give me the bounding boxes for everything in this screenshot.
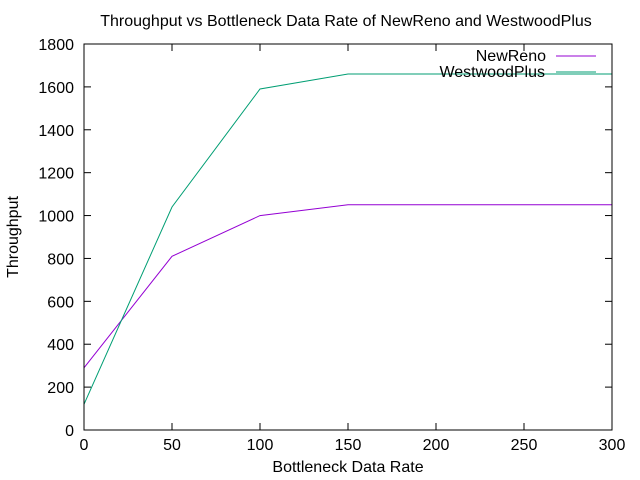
y-tick-label: 0 (65, 423, 74, 440)
y-tick-label: 400 (47, 337, 74, 354)
x-tick-label: 100 (247, 437, 274, 454)
y-axis: 0 200 400 600 800 1000 1200 1400 1600 1800 (38, 37, 612, 440)
y-tick-label: 1000 (38, 209, 74, 226)
legend-label-westwoodplus: WestwoodPlus (439, 64, 545, 81)
legend-label-newreno: NewReno (476, 48, 546, 65)
x-tick-label: 250 (511, 437, 538, 454)
y-axis-label: Throughput (5, 196, 22, 278)
x-axis-label: Bottleneck Data Rate (272, 459, 423, 476)
y-tick-label: 1600 (38, 80, 74, 97)
x-tick-label: 0 (80, 437, 89, 454)
x-axis: 0 50 100 150 200 250 300 (80, 44, 626, 454)
x-tick-label: 50 (163, 437, 181, 454)
x-tick-label: 150 (335, 437, 362, 454)
y-tick-label: 1800 (38, 37, 74, 54)
series-line-newreno (83, 204, 612, 369)
y-tick-label: 200 (47, 380, 74, 397)
x-tick-label: 200 (423, 437, 450, 454)
y-tick-label: 1200 (38, 166, 74, 183)
y-tick-label: 800 (47, 251, 74, 268)
chart-title: Throughput vs Bottleneck Data Rate of Ne… (100, 13, 592, 30)
y-tick-label: 1400 (38, 123, 74, 140)
x-tick-label: 300 (599, 437, 626, 454)
plot-series (83, 73, 612, 405)
series-line-westwoodplus (83, 73, 612, 405)
y-tick-label: 600 (47, 294, 74, 311)
plot-frame (83, 43, 613, 431)
